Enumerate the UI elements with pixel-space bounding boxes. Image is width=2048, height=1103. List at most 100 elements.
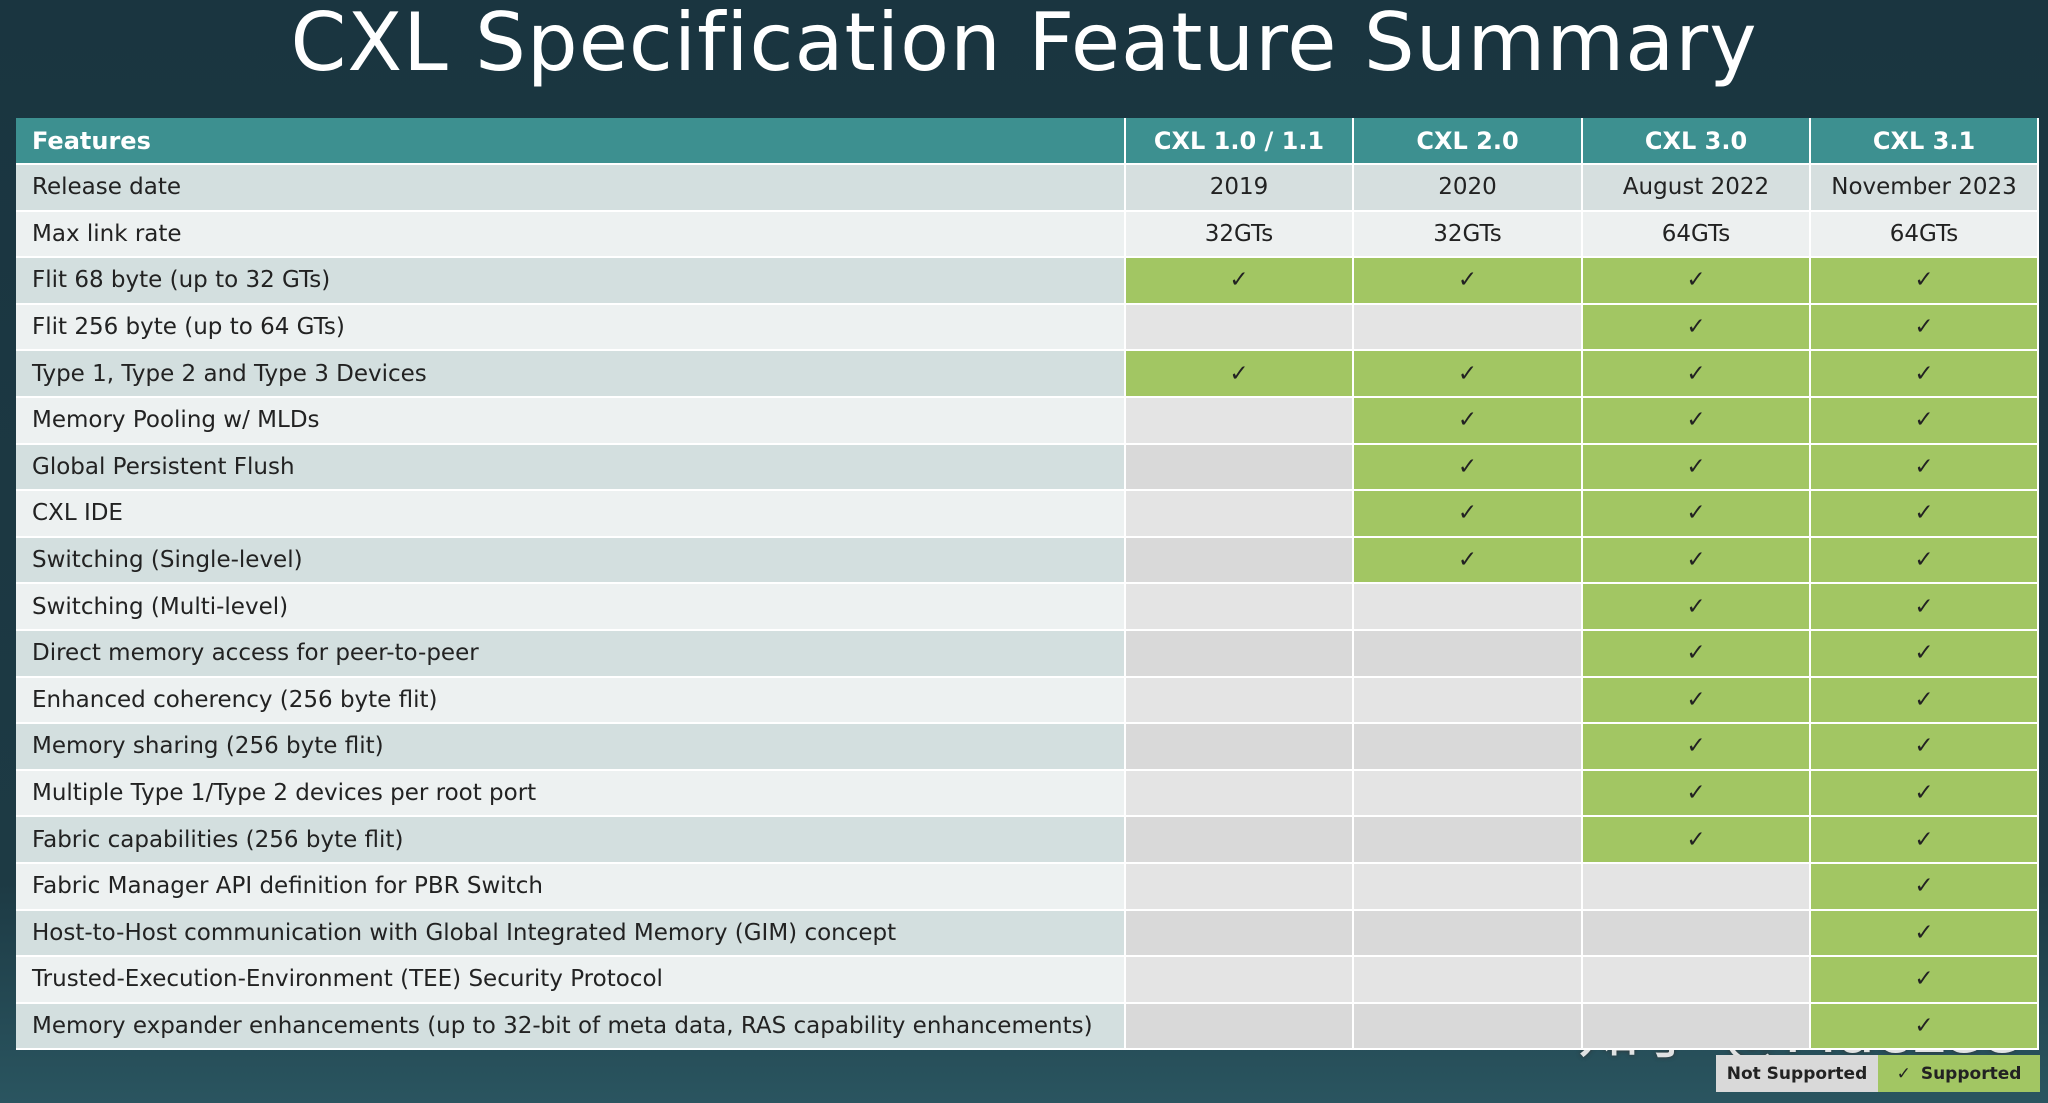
unsupported-cell: [1354, 1003, 1583, 1051]
unsupported-cell: [1126, 444, 1354, 492]
supported-cell: ✓: [1354, 398, 1583, 445]
supported-cell: ✓: [1811, 304, 2039, 352]
feature-name: Fabric capabilities (256 byte flit): [16, 817, 1126, 864]
supported-cell: ✓: [1583, 258, 1811, 305]
unsupported-cell: [1126, 864, 1354, 911]
legend-label: Not Supported: [1726, 1063, 1868, 1084]
legend-item: Not Supported: [1716, 1055, 1878, 1092]
feature-name: Host-to-Host communication with Global I…: [16, 910, 1126, 958]
supported-cell: ✓: [1811, 677, 2039, 725]
unsupported-cell: [1354, 910, 1583, 958]
value-cell: 32GTs: [1354, 211, 1583, 259]
supported-cell: ✓: [1583, 537, 1811, 585]
supported-cell: ✓: [1811, 1003, 2039, 1051]
header-cell: Features: [16, 118, 1126, 165]
supported-cell: ✓: [1811, 864, 2039, 911]
unsupported-cell: [1126, 724, 1354, 771]
supported-cell: ✓: [1811, 957, 2039, 1004]
header-cell: CXL 1.0 / 1.1: [1126, 118, 1354, 165]
feature-name: Max link rate: [16, 211, 1126, 259]
unsupported-cell: [1354, 677, 1583, 725]
supported-cell: ✓: [1811, 631, 2039, 678]
feature-name: Type 1, Type 2 and Type 3 Devices: [16, 351, 1126, 398]
header-cell: CXL 2.0: [1354, 118, 1583, 165]
unsupported-cell: [1126, 1003, 1354, 1051]
supported-cell: ✓: [1354, 351, 1583, 398]
feature-name: Flit 68 byte (up to 32 GTs): [16, 258, 1126, 305]
value-cell: November 2023: [1811, 165, 2039, 212]
feature-name: Direct memory access for peer-to-peer: [16, 631, 1126, 678]
supported-cell: ✓: [1583, 351, 1811, 398]
value-cell: 32GTs: [1126, 211, 1354, 259]
value-cell: 64GTs: [1583, 211, 1811, 259]
supported-cell: ✓: [1354, 444, 1583, 492]
value-cell: August 2022: [1583, 165, 1811, 212]
supported-cell: ✓: [1583, 398, 1811, 445]
feature-name: Release date: [16, 165, 1126, 212]
unsupported-cell: [1126, 491, 1354, 538]
unsupported-cell: [1126, 398, 1354, 445]
unsupported-cell: [1126, 770, 1354, 818]
unsupported-cell: [1354, 584, 1583, 631]
unsupported-cell: [1354, 304, 1583, 352]
supported-cell: ✓: [1811, 491, 2039, 538]
supported-cell: ✓: [1811, 351, 2039, 398]
feature-name: Memory Pooling w/ MLDs: [16, 398, 1126, 445]
supported-cell: ✓: [1126, 351, 1354, 398]
unsupported-cell: [1354, 724, 1583, 771]
supported-cell: ✓: [1811, 817, 2039, 864]
feature-name: CXL IDE: [16, 491, 1126, 538]
feature-name: Memory expander enhancements (up to 32-b…: [16, 1003, 1126, 1051]
supported-cell: ✓: [1811, 770, 2039, 818]
supported-cell: ✓: [1811, 258, 2039, 305]
unsupported-cell: [1583, 1003, 1811, 1051]
supported-cell: ✓: [1583, 491, 1811, 538]
supported-cell: ✓: [1583, 677, 1811, 725]
unsupported-cell: [1126, 957, 1354, 1004]
unsupported-cell: [1583, 957, 1811, 1004]
unsupported-cell: [1583, 864, 1811, 911]
unsupported-cell: [1354, 864, 1583, 911]
feature-name: Switching (Single-level): [16, 537, 1126, 585]
unsupported-cell: [1583, 910, 1811, 958]
supported-cell: ✓: [1811, 398, 2039, 445]
supported-cell: ✓: [1354, 258, 1583, 305]
supported-cell: ✓: [1354, 491, 1583, 538]
feature-name: Flit 256 byte (up to 64 GTs): [16, 304, 1126, 352]
unsupported-cell: [1126, 631, 1354, 678]
supported-cell: ✓: [1583, 770, 1811, 818]
title: CXL Specification Feature Summary: [290, 0, 1758, 89]
feature-name: Global Persistent Flush: [16, 444, 1126, 492]
supported-cell: ✓: [1583, 724, 1811, 771]
feature-name: Memory sharing (256 byte flit): [16, 724, 1126, 771]
supported-cell: ✓: [1583, 631, 1811, 678]
feature-name: Trusted-Execution-Environment (TEE) Secu…: [16, 957, 1126, 1004]
legend-item: ✓ Supported: [1878, 1055, 2040, 1092]
unsupported-cell: [1354, 817, 1583, 864]
unsupported-cell: [1126, 910, 1354, 958]
supported-cell: ✓: [1126, 258, 1354, 305]
unsupported-cell: [1354, 631, 1583, 678]
unsupported-cell: [1354, 770, 1583, 818]
unsupported-cell: [1126, 584, 1354, 631]
supported-cell: ✓: [1583, 817, 1811, 864]
value-cell: 2020: [1354, 165, 1583, 212]
value-cell: 2019: [1126, 165, 1354, 212]
legend-label: Supported: [1920, 1063, 2022, 1084]
unsupported-cell: [1354, 957, 1583, 1004]
supported-cell: ✓: [1811, 537, 2039, 585]
header-cell: CXL 3.1: [1811, 118, 2039, 165]
supported-cell: ✓: [1583, 584, 1811, 631]
unsupported-cell: [1126, 537, 1354, 585]
feature-name: Enhanced coherency (256 byte flit): [16, 677, 1126, 725]
value-cell: 64GTs: [1811, 211, 2039, 259]
unsupported-cell: [1126, 304, 1354, 352]
header-cell: CXL 3.0: [1583, 118, 1811, 165]
supported-cell: ✓: [1811, 444, 2039, 492]
supported-cell: ✓: [1354, 537, 1583, 585]
feature-name: Switching (Multi-level): [16, 584, 1126, 631]
legend-mark: ✓: [1896, 1063, 1911, 1084]
feature-name: Multiple Type 1/Type 2 devices per root …: [16, 770, 1126, 818]
supported-cell: ✓: [1583, 304, 1811, 352]
